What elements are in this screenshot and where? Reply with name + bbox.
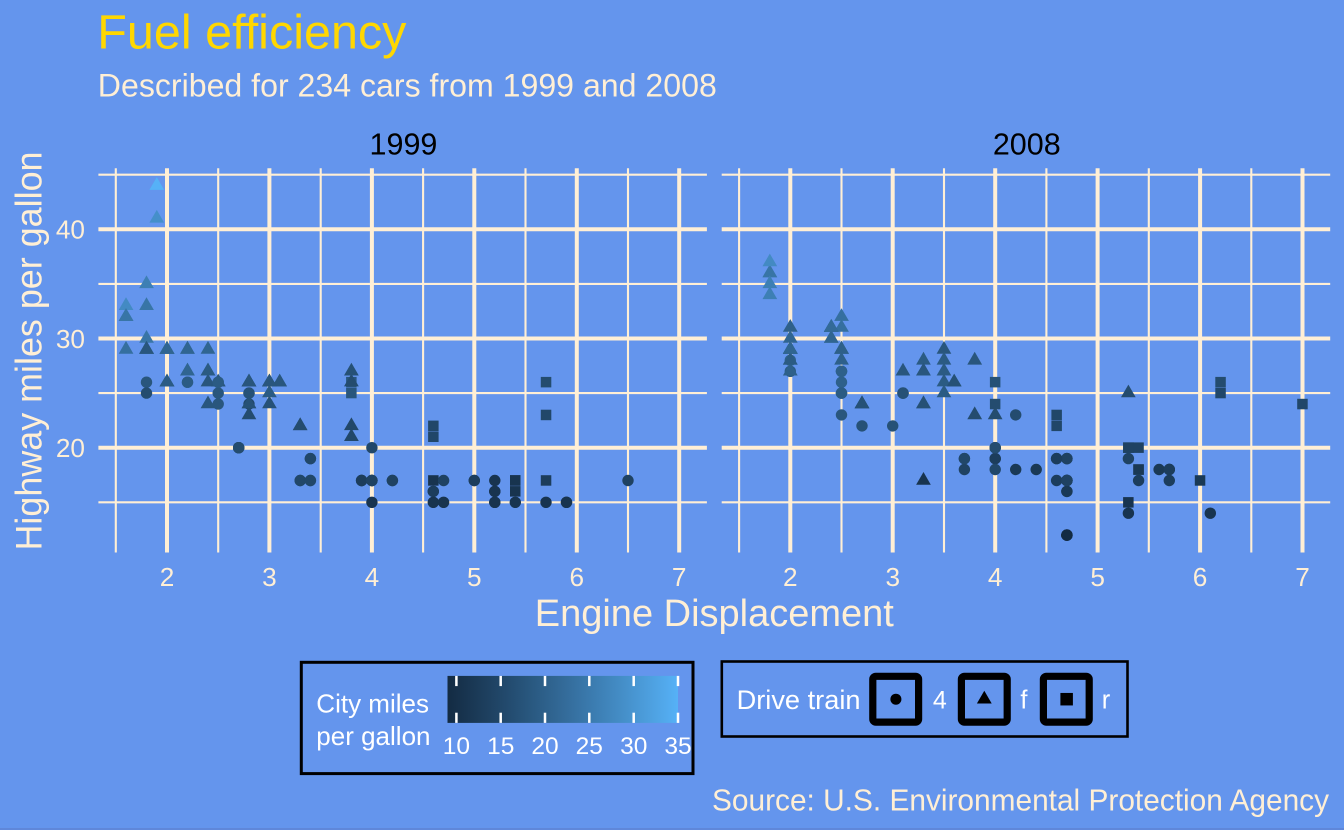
svg-text:7: 7: [1295, 562, 1310, 592]
svg-text:Highway miles per gallon: Highway miles per gallon: [8, 152, 50, 551]
svg-text:1999: 1999: [370, 128, 438, 162]
svg-text:Engine Displacement: Engine Displacement: [535, 593, 895, 635]
svg-text:6: 6: [569, 562, 584, 592]
svg-text:3: 3: [262, 562, 277, 592]
svg-text:35: 35: [664, 733, 691, 760]
svg-text:Source: U.S. Environmental Pro: Source: U.S. Environmental Protection Ag…: [712, 783, 1330, 817]
svg-text:4: 4: [933, 687, 947, 715]
svg-text:2: 2: [160, 562, 175, 592]
svg-text:10: 10: [443, 733, 470, 760]
svg-text:r: r: [1102, 687, 1111, 715]
svg-text:5: 5: [1090, 562, 1105, 592]
svg-text:Described for 234 cars from 19: Described for 234 cars from 1999 and 200…: [98, 68, 717, 104]
svg-text:20: 20: [56, 433, 85, 463]
svg-text:3: 3: [885, 562, 900, 592]
svg-text:Drive train: Drive train: [737, 684, 861, 715]
svg-text:Fuel efficiency: Fuel efficiency: [97, 6, 407, 60]
svg-text:25: 25: [576, 733, 603, 760]
svg-text:4: 4: [988, 562, 1003, 592]
svg-text:City miles: City miles: [316, 689, 429, 719]
svg-text:4: 4: [365, 562, 380, 592]
svg-text:7: 7: [672, 562, 687, 592]
svg-text:30: 30: [620, 733, 647, 760]
svg-text:6: 6: [1193, 562, 1208, 592]
svg-text:5: 5: [467, 562, 482, 592]
svg-text:2008: 2008: [993, 128, 1061, 162]
svg-text:f: f: [1020, 687, 1028, 715]
svg-text:30: 30: [56, 324, 85, 354]
svg-text:40: 40: [56, 215, 85, 245]
svg-text:per gallon: per gallon: [316, 721, 430, 751]
svg-text:20: 20: [531, 733, 558, 760]
svg-text:15: 15: [487, 733, 514, 760]
svg-text:2: 2: [783, 562, 798, 592]
